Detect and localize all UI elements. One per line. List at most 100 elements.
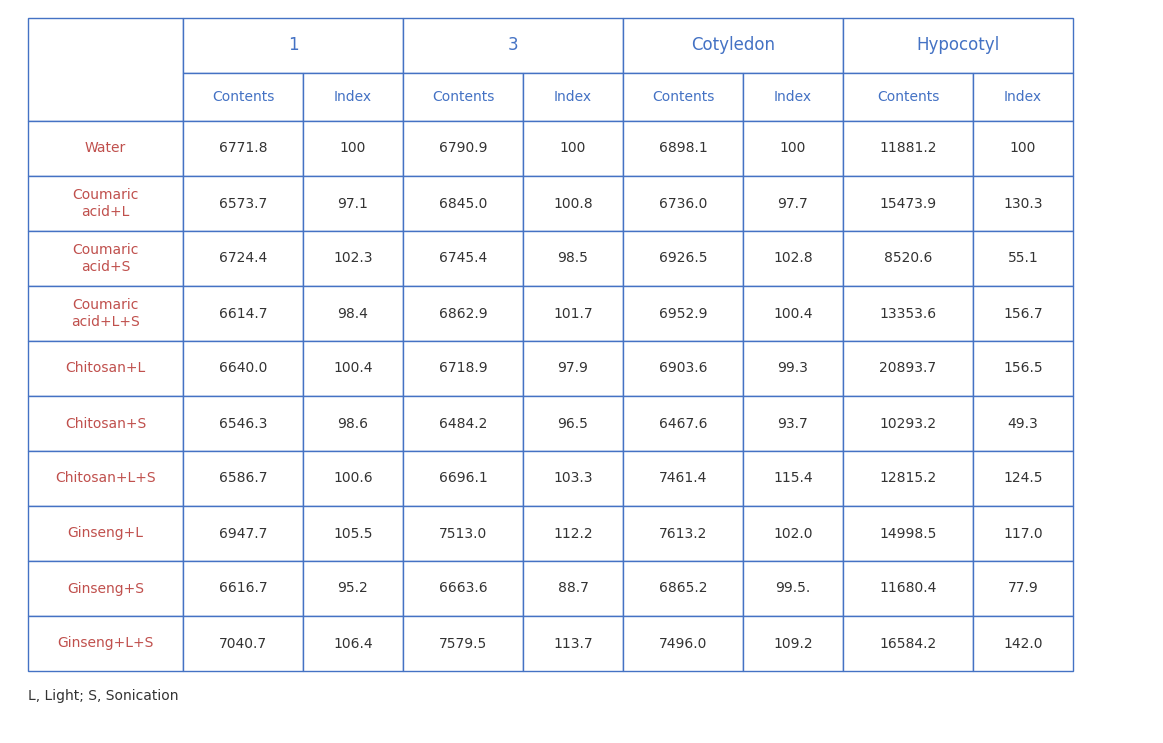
Text: 6663.6: 6663.6 [438, 582, 487, 595]
Text: 156.5: 156.5 [1004, 362, 1043, 375]
Text: 77.9: 77.9 [1007, 582, 1039, 595]
Text: 99.3: 99.3 [778, 362, 808, 375]
Bar [183, 176, 304, 231]
Text: 8520.6: 8520.6 [884, 251, 933, 265]
Bar [743, 616, 843, 671]
Bar [304, 616, 404, 671]
Bar [183, 561, 304, 616]
Bar [623, 286, 743, 341]
Text: 101.7: 101.7 [554, 307, 593, 320]
Text: 100.4: 100.4 [773, 307, 813, 320]
Bar [28, 561, 183, 616]
Text: 103.3: 103.3 [554, 472, 593, 485]
Bar [304, 341, 404, 396]
Text: 7513.0: 7513.0 [438, 527, 487, 540]
Bar [973, 286, 1073, 341]
Bar [28, 231, 183, 286]
Text: 6546.3: 6546.3 [219, 417, 267, 430]
Text: 117.0: 117.0 [1004, 527, 1043, 540]
Text: 6640.0: 6640.0 [219, 362, 267, 375]
Text: 11680.4: 11680.4 [879, 582, 936, 595]
Text: Coumaric
acid+L+S: Coumaric acid+L+S [71, 299, 140, 328]
Text: 7040.7: 7040.7 [219, 637, 267, 651]
Bar [743, 121, 843, 176]
Bar [404, 341, 523, 396]
Text: 100: 100 [340, 141, 366, 155]
Text: 49.3: 49.3 [1007, 417, 1039, 430]
Bar [973, 176, 1073, 231]
Bar [843, 176, 973, 231]
Text: 6790.9: 6790.9 [438, 141, 487, 155]
Bar [523, 616, 623, 671]
Bar [183, 341, 304, 396]
Bar [973, 451, 1073, 506]
Bar [183, 121, 304, 176]
Bar [623, 616, 743, 671]
Text: Coumaric
acid+S: Coumaric acid+S [72, 244, 138, 273]
Bar [523, 73, 623, 121]
Bar [623, 176, 743, 231]
Bar [843, 451, 973, 506]
Bar [304, 506, 404, 561]
Bar [743, 506, 843, 561]
Bar [183, 231, 304, 286]
Text: 95.2: 95.2 [337, 582, 369, 595]
Text: 100: 100 [559, 141, 586, 155]
Bar [843, 231, 973, 286]
Text: 93.7: 93.7 [778, 417, 808, 430]
Bar [523, 231, 623, 286]
Bar [304, 121, 404, 176]
Text: 6467.6: 6467.6 [658, 417, 707, 430]
Bar [523, 561, 623, 616]
Text: Cotyledon: Cotyledon [691, 36, 775, 54]
Text: 100: 100 [1009, 141, 1036, 155]
Bar [404, 506, 523, 561]
Bar [404, 396, 523, 451]
Bar [623, 231, 743, 286]
Bar [404, 231, 523, 286]
Bar [404, 121, 523, 176]
Text: 6745.4: 6745.4 [438, 251, 487, 265]
Text: 55.1: 55.1 [1007, 251, 1039, 265]
Text: 156.7: 156.7 [1004, 307, 1043, 320]
Text: 97.1: 97.1 [337, 196, 369, 210]
Text: 6947.7: 6947.7 [219, 527, 267, 540]
Text: Contents: Contents [212, 90, 274, 104]
Text: Ginseng+L: Ginseng+L [67, 527, 143, 540]
Text: 20893.7: 20893.7 [879, 362, 936, 375]
Bar [304, 176, 404, 231]
Bar [743, 341, 843, 396]
Text: Contents: Contents [651, 90, 714, 104]
Bar [183, 18, 404, 73]
Text: 6718.9: 6718.9 [438, 362, 487, 375]
Bar [973, 506, 1073, 561]
Text: 98.5: 98.5 [557, 251, 588, 265]
Bar [304, 451, 404, 506]
Text: L, Light; S, Sonication: L, Light; S, Sonication [28, 689, 178, 703]
Bar [623, 121, 743, 176]
Text: 102.8: 102.8 [773, 251, 813, 265]
Bar [623, 506, 743, 561]
Text: 130.3: 130.3 [1004, 196, 1043, 210]
Bar [404, 451, 523, 506]
Bar [843, 506, 973, 561]
Text: Index: Index [1004, 90, 1042, 104]
Text: Index: Index [773, 90, 812, 104]
Bar [304, 286, 404, 341]
Bar [743, 231, 843, 286]
Bar [28, 451, 183, 506]
Bar [843, 561, 973, 616]
Text: 105.5: 105.5 [334, 527, 373, 540]
Text: Hypocotyl: Hypocotyl [916, 36, 1000, 54]
Text: 98.4: 98.4 [337, 307, 369, 320]
Bar [523, 341, 623, 396]
Text: 6573.7: 6573.7 [219, 196, 267, 210]
Bar [523, 506, 623, 561]
Bar [28, 616, 183, 671]
Bar [523, 121, 623, 176]
Bar [623, 561, 743, 616]
Bar [404, 561, 523, 616]
Text: 11881.2: 11881.2 [879, 141, 936, 155]
Bar [523, 396, 623, 451]
Text: 15473.9: 15473.9 [879, 196, 936, 210]
